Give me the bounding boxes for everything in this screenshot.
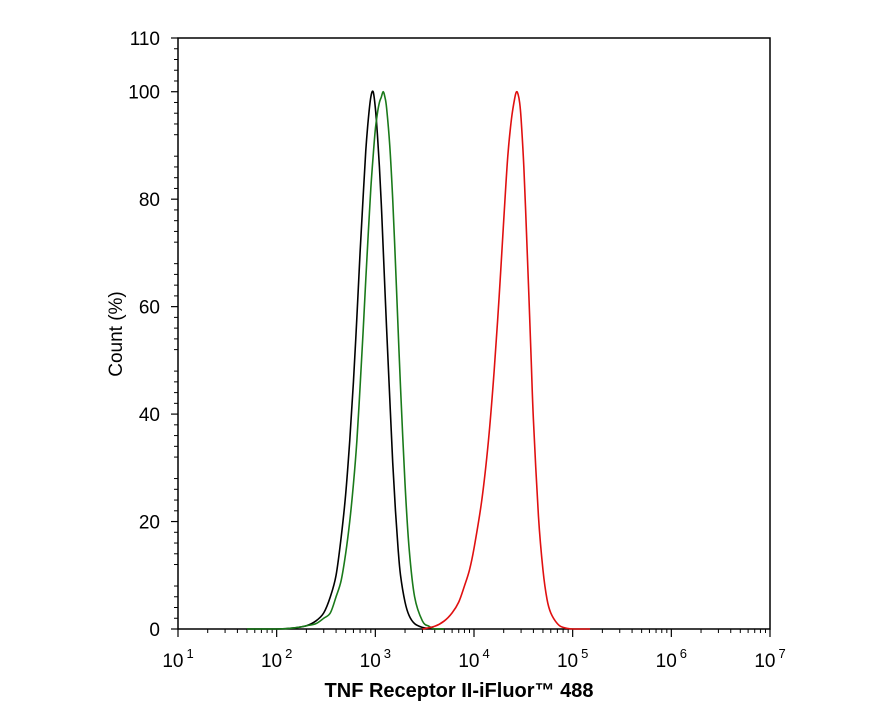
y-tick-labels: 0 20 40 60 80 100 110 [128,29,160,641]
x-tick-label: 10 7 [754,646,785,672]
x-tick-label: 10 3 [360,646,391,672]
y-tick-label: 110 [130,29,160,50]
x-axis-label: TNF Receptor II-iFluor™ 488 [325,680,594,702]
x-tick-label: 10 1 [162,646,193,672]
axis-ticks [171,37,771,637]
x-tick-label: 10 4 [458,646,489,672]
series-layer [246,90,591,630]
x-tick-label: 10 2 [261,646,292,672]
x-tick-label: 10 5 [557,646,588,672]
y-tick-label: 0 [149,620,160,641]
y-tick-label: 60 [139,298,160,319]
x-tick-labels: 10 1 10 2 10 3 10 4 10 5 10 6 10 7 [162,646,785,672]
x-tick-label: 10 6 [656,646,687,672]
y-tick-label: 40 [139,405,160,426]
y-axis-label: Count (%) [106,291,127,377]
series-line-1 [246,90,445,630]
y-tick-label: 20 [139,513,160,534]
y-tick-label: 100 [128,83,160,104]
series-line-3 [422,90,591,630]
plot-frame [177,37,771,630]
y-tick-label: 80 [139,190,160,211]
series-line-2 [246,90,445,630]
